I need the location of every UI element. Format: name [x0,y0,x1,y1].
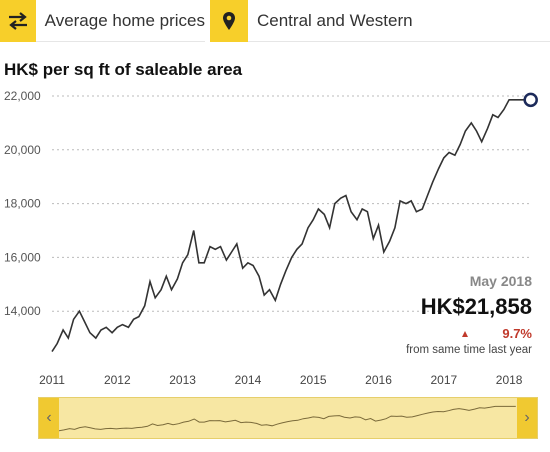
x-tick-label: 2017 [430,373,457,387]
annotation-change: 9.7% [502,326,532,341]
navigator-line [59,405,516,432]
annotation-note: from same time last year [406,344,532,356]
navigator-left-handle[interactable]: ‹ [39,398,59,438]
navigator-right-handle[interactable]: › [517,398,537,438]
annotation-date: May 2018 [470,273,532,289]
annotation-value: HK$21,858 [421,294,532,319]
y-tick-label: 16,000 [4,250,41,264]
chart-title: HK$ per sq ft of saleable area [4,60,243,79]
chevron-left-icon: ‹ [46,409,52,426]
y-tick-label: 18,000 [4,197,41,211]
map-pin-icon [210,0,248,42]
latest-value-marker[interactable] [523,92,538,108]
chevron-right-icon: › [524,409,530,426]
x-tick-label: 2014 [235,373,262,387]
up-triangle-icon [462,331,468,337]
series-line [51,99,531,353]
x-tick-label: 2018 [496,373,523,387]
region-label: Central and Western [257,11,413,30]
x-tick-label: 2012 [104,373,131,387]
swap-arrows-icon [0,0,36,42]
x-tick-label: 2013 [169,373,196,387]
region-selector[interactable]: Central and Western [210,0,550,42]
line-chart: 22,000 20,000 18,000 16,000 14,000 2011 2012 2… [4,89,538,387]
topbar-divider [205,0,210,42]
range-navigator[interactable]: ‹ › [38,397,538,439]
y-tick-label: 20,000 [4,143,41,157]
y-tick-label: 22,000 [4,89,41,103]
top-bar: Average home prices Central and Western [0,0,550,42]
metric-selector[interactable]: Average home prices [0,0,205,42]
navigator-preview [59,405,516,432]
x-tick-label: 2015 [300,373,327,387]
metric-label: Average home prices [44,11,205,30]
y-tick-label: 14,000 [4,304,41,318]
x-tick-label: 2011 [39,373,65,387]
x-tick-label: 2016 [365,373,392,387]
